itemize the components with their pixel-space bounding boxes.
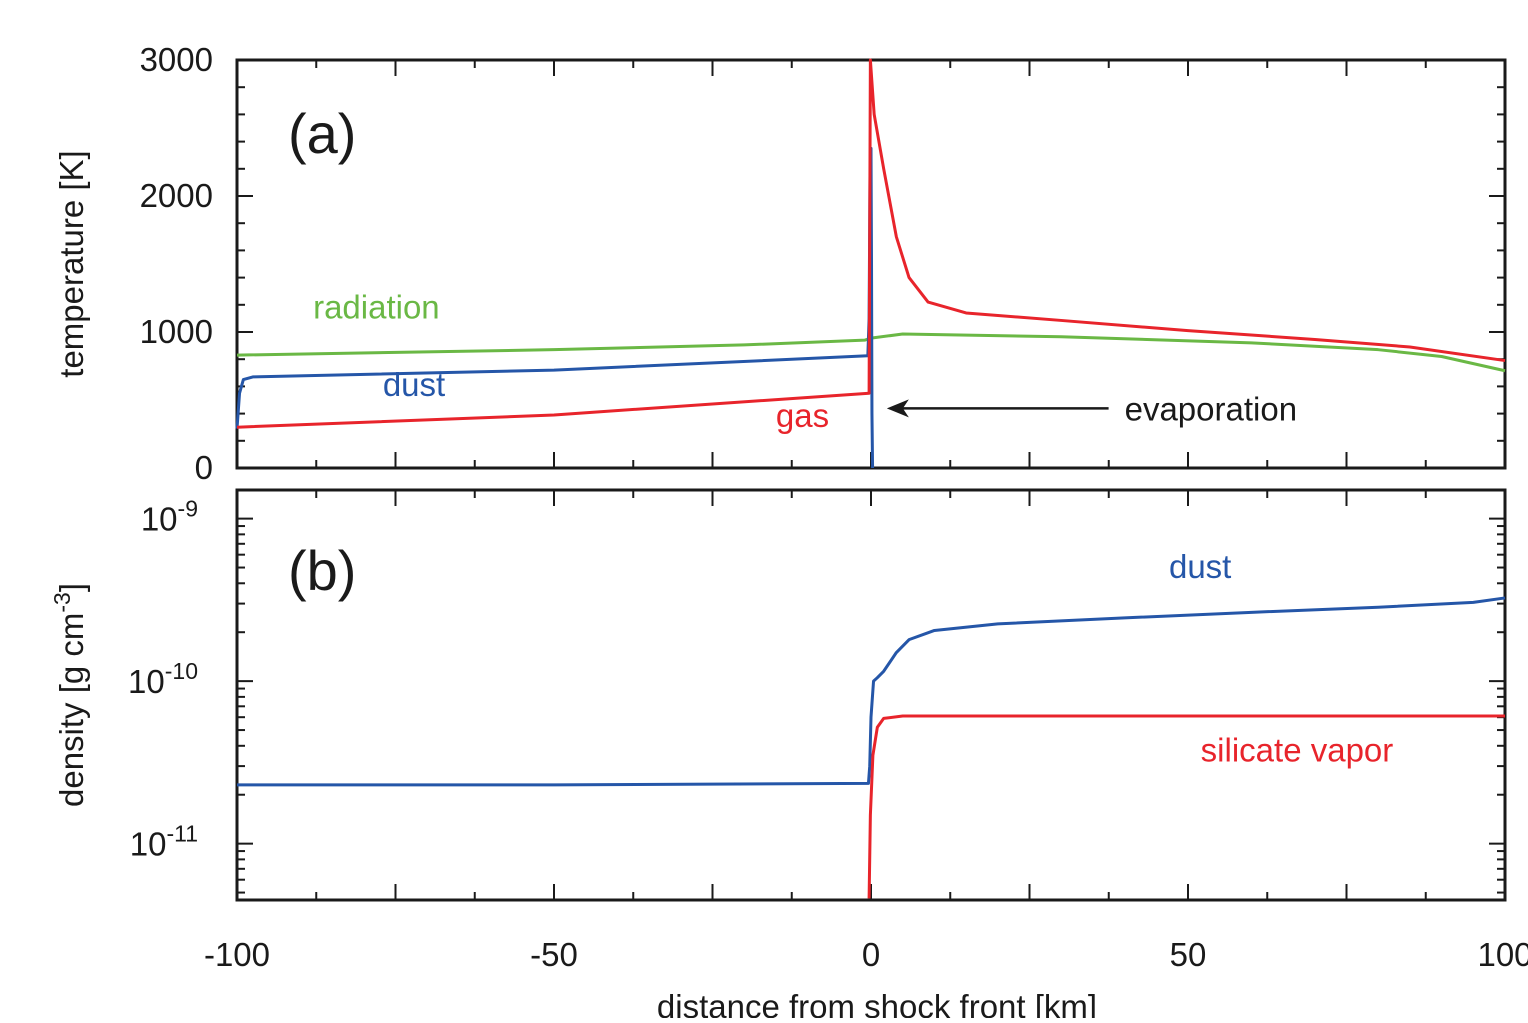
evaporation-arrow-head — [886, 399, 909, 418]
x-tick-label: 0 — [862, 936, 880, 973]
x-tick-label: 50 — [1170, 936, 1207, 973]
panel-b-annotation-dust: dust — [1169, 548, 1231, 585]
x-tick-label: -100 — [204, 936, 270, 973]
panel-b-annotation-silicate-vapor: silicate vapor — [1201, 732, 1394, 769]
panel-b-ylabel: density [g cm-3] — [49, 583, 90, 807]
panel-b-ylabel-sup: -3 — [49, 592, 75, 612]
x-tick-label: -50 — [530, 936, 578, 973]
panel-b-series-silicate-vapor — [867, 714, 1505, 899]
panel-a-ytick-label: 2000 — [140, 177, 213, 214]
panel-a-label: (a) — [288, 102, 356, 165]
x-tick-labels: -100 -50 0 50 100 — [204, 936, 1528, 973]
panel-a-ytick-label: 3000 — [140, 41, 213, 78]
panel-b-ylabel-main: density [g cm — [53, 613, 90, 807]
panel-b-ytick-base: 10 — [130, 826, 167, 863]
panel-b-ytick-exponent: -11 — [166, 821, 198, 847]
panel-a-annotation-radiation: radiation — [313, 288, 440, 325]
x-tick-label: 100 — [1477, 936, 1528, 973]
panel-a-series — [235, 58, 1506, 469]
panel-a-ticks: 0 1000 2000 3000 — [140, 41, 1506, 486]
panel-b-label: (b) — [288, 539, 356, 602]
panel-a-series-gas — [236, 58, 1506, 429]
panel-b-ytick-label: 10-9 — [141, 496, 198, 538]
panel-b-ytick-label: 10-10 — [128, 658, 198, 700]
panel-a-ytick-label: 1000 — [140, 313, 213, 350]
panel-a-annotations: radiation dust gas evaporation — [313, 288, 1297, 434]
panel-b-ytick-exponent: -10 — [165, 658, 198, 684]
panel-a-annotation-gas: gas — [776, 397, 829, 434]
panel-b-ytick-base: 10 — [141, 501, 178, 538]
panel-a-annotation-dust: dust — [383, 366, 445, 403]
panel-a-annotation-evaporation: evaporation — [1125, 390, 1297, 427]
panel-b-ytick-base: 10 — [128, 663, 165, 700]
panel-b-annotations: dust silicate vapor — [1169, 548, 1393, 768]
panel-b-series-dust — [237, 596, 1506, 787]
panel-a-ylabel: temperature [K] — [53, 150, 90, 377]
panel-a-series-radiation — [236, 332, 1506, 373]
panel-b-ylabel-end: ] — [53, 583, 90, 592]
x-axis-label: distance from shock front [km] — [657, 988, 1097, 1018]
panel-b-ytick-exponent: -9 — [178, 496, 198, 522]
panel-b-series — [237, 596, 1506, 899]
panel-a: 0 1000 2000 3000 (a) temperature [K] radiat… — [53, 41, 1507, 486]
panel-a-ytick-label: 0 — [195, 449, 213, 486]
panel-b-ytick-label: 10-11 — [130, 821, 198, 863]
